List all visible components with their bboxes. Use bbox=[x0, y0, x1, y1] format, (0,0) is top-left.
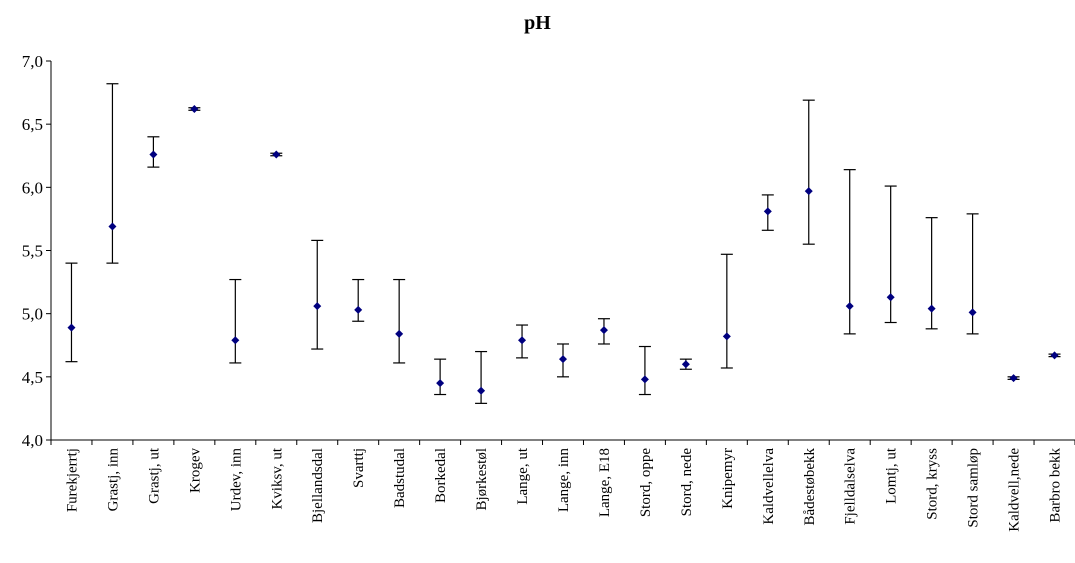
x-tick-label: Lomtj, ut bbox=[884, 447, 900, 504]
data-point bbox=[968, 308, 977, 317]
data-point bbox=[395, 329, 404, 338]
data-point bbox=[722, 332, 731, 341]
data-points bbox=[67, 105, 1059, 395]
data-point bbox=[272, 150, 281, 159]
y-tick-labels: 4,0 4,5 5,0 5,5 6,0 6,5 7,0 bbox=[22, 52, 43, 450]
x-tick-label: Urdev, inn bbox=[228, 448, 244, 512]
x-tick-label: Kviksv, ut bbox=[269, 447, 285, 509]
x-tick-label: Stord, kryss bbox=[925, 448, 941, 520]
data-point bbox=[477, 386, 486, 395]
y-tick-label: 4,5 bbox=[22, 368, 43, 387]
x-tick-label: Stord, nede bbox=[679, 448, 695, 517]
y-tick-label: 5,5 bbox=[22, 242, 43, 261]
x-tick-label: Krogev bbox=[187, 448, 203, 493]
x-tick-label: Lange, inn bbox=[556, 448, 572, 513]
data-point bbox=[681, 360, 690, 369]
data-point bbox=[108, 222, 117, 231]
x-tick-label: Grastj, ut bbox=[146, 447, 162, 504]
data-point bbox=[313, 302, 322, 311]
x-tick-label: Bjellandsdal bbox=[310, 448, 326, 523]
x-tick-label: Kaldvellelva bbox=[761, 448, 777, 525]
x-tick-label: Knipemyr bbox=[720, 448, 736, 509]
data-point bbox=[1009, 374, 1018, 383]
x-tick-labels: Furekjerrtj Grastj, inn Grastj, ut Krogev Ur… bbox=[64, 447, 1063, 532]
y-tick-label: 5,0 bbox=[22, 305, 43, 324]
x-tick-label: Lange, E18 bbox=[597, 448, 613, 517]
y-tick-label: 4,0 bbox=[22, 431, 43, 450]
x-tick-label: Svarttj bbox=[351, 448, 367, 488]
x-tick-label: Borkedal bbox=[433, 448, 449, 503]
data-point bbox=[559, 355, 567, 364]
x-tick-label: Stord samløp bbox=[966, 448, 982, 528]
data-point bbox=[640, 375, 649, 384]
data-point bbox=[886, 293, 895, 302]
x-tick-label: Barbro bekk bbox=[1048, 448, 1064, 523]
x-tick-label: Lange, ut bbox=[515, 447, 531, 504]
data-point bbox=[763, 207, 772, 216]
x-tick-label: Fjelldalselva bbox=[843, 448, 859, 525]
y-tick-label: 7,0 bbox=[22, 52, 43, 71]
data-point bbox=[67, 323, 76, 332]
data-point bbox=[1050, 351, 1059, 360]
y-tick-label: 6,0 bbox=[22, 178, 43, 197]
x-tick-label: Badstudal bbox=[392, 448, 408, 508]
axes bbox=[46, 60, 1075, 445]
data-point bbox=[927, 304, 936, 313]
chart-title: pH bbox=[524, 12, 551, 34]
x-tick-label: Stord, oppe bbox=[638, 448, 654, 518]
x-tick-label: Grastj, inn bbox=[105, 448, 121, 512]
data-point bbox=[599, 326, 608, 335]
y-tick-label: 6,5 bbox=[22, 115, 43, 134]
data-point bbox=[149, 150, 158, 159]
data-point bbox=[436, 379, 445, 388]
x-tick-label: Kaldvell,nede bbox=[1007, 448, 1023, 532]
data-point bbox=[845, 302, 854, 311]
data-point bbox=[190, 105, 199, 114]
data-point bbox=[518, 336, 527, 345]
x-tick-label: Bådestøbekk bbox=[802, 448, 818, 526]
x-tick-label: Bjørkestøl bbox=[474, 448, 490, 511]
data-point bbox=[354, 305, 363, 314]
data-point bbox=[231, 336, 240, 345]
x-tick-label: Furekjerrtj bbox=[64, 448, 80, 512]
data-point bbox=[804, 187, 813, 196]
